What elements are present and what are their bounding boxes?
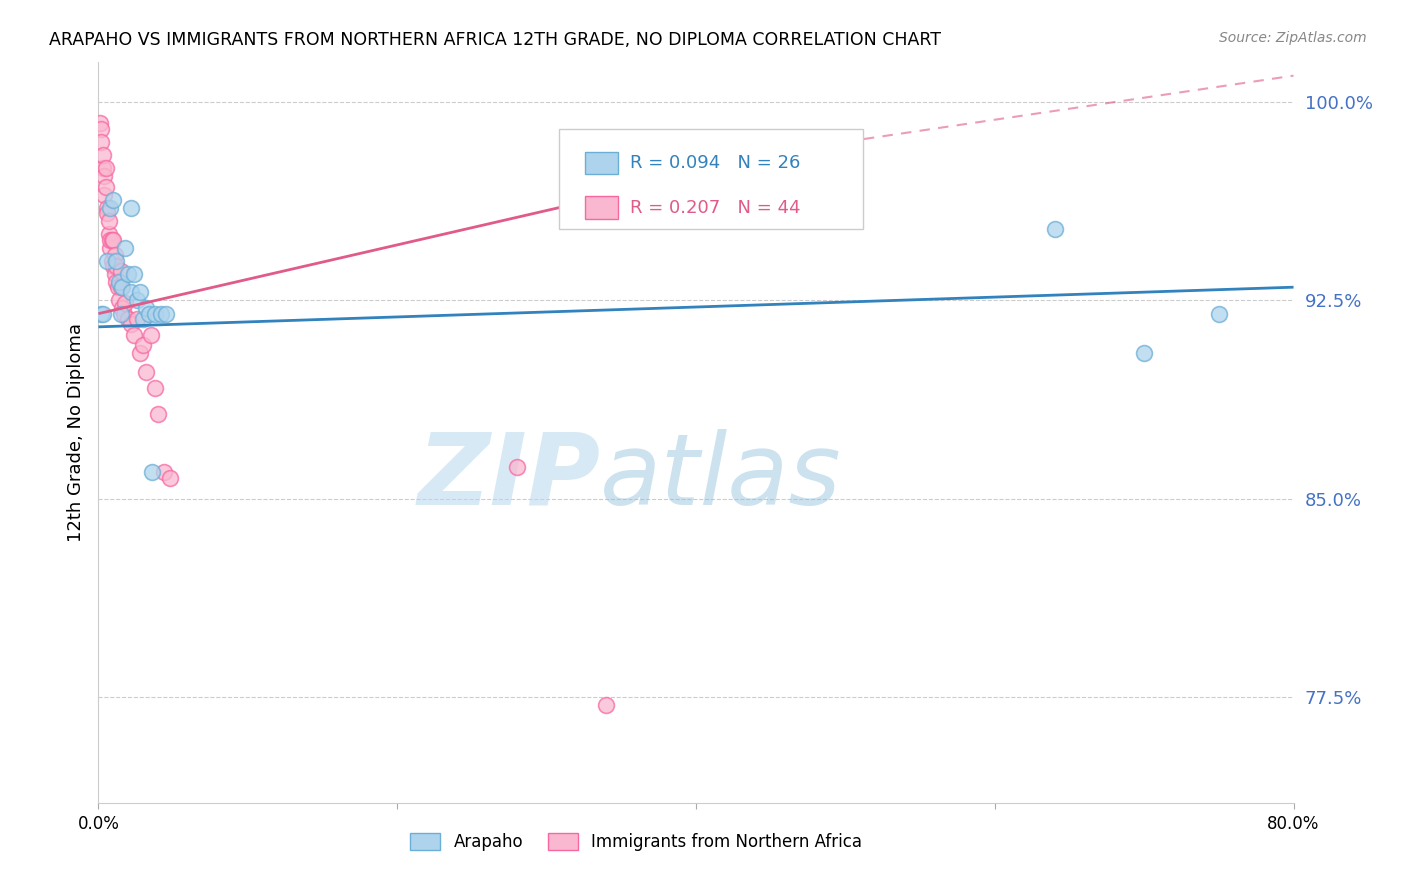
Point	[1133, 346, 1156, 360]
Point	[96, 201, 118, 215]
Point	[93, 187, 115, 202]
Point	[108, 293, 131, 308]
Text: R = 0.207   N = 44: R = 0.207 N = 44	[630, 199, 801, 217]
Point	[96, 253, 118, 268]
Point	[127, 312, 149, 326]
Point	[112, 307, 135, 321]
Point	[110, 307, 132, 321]
Point	[103, 193, 125, 207]
Point	[135, 301, 157, 316]
Point	[101, 253, 124, 268]
Y-axis label: 12th Grade, No Diploma: 12th Grade, No Diploma	[66, 323, 84, 542]
Point	[132, 312, 155, 326]
Point	[143, 307, 166, 321]
Point	[90, 307, 112, 321]
FancyBboxPatch shape	[585, 196, 619, 219]
Point	[98, 233, 122, 247]
Point	[98, 201, 122, 215]
Text: Source: ZipAtlas.com: Source: ZipAtlas.com	[1219, 31, 1367, 45]
Point	[105, 275, 128, 289]
Point	[129, 285, 152, 300]
Point	[135, 365, 157, 379]
Point	[148, 407, 170, 421]
Point	[114, 240, 136, 255]
Point	[117, 267, 139, 281]
Point	[141, 465, 163, 479]
Point	[124, 267, 146, 281]
Point	[105, 253, 128, 268]
Point	[132, 338, 155, 352]
Point	[120, 317, 142, 331]
Point	[96, 206, 118, 220]
Point	[91, 307, 114, 321]
Point	[89, 116, 111, 130]
Point	[120, 285, 142, 300]
Point	[124, 327, 146, 342]
Point	[110, 280, 132, 294]
Point	[111, 301, 134, 316]
Point	[91, 161, 114, 176]
Point	[103, 233, 125, 247]
Point	[114, 296, 136, 310]
Point	[90, 135, 112, 149]
Point	[104, 248, 127, 262]
Point	[110, 264, 132, 278]
Point	[94, 161, 117, 176]
Point	[143, 381, 166, 395]
FancyBboxPatch shape	[558, 129, 863, 229]
Point	[98, 240, 122, 255]
Point	[595, 698, 617, 712]
Point	[91, 148, 114, 162]
Point	[127, 293, 149, 308]
Point	[506, 460, 529, 475]
Point	[159, 470, 181, 484]
Point	[107, 280, 129, 294]
Point	[104, 267, 127, 281]
Text: atlas: atlas	[600, 428, 842, 525]
Point	[129, 346, 152, 360]
FancyBboxPatch shape	[585, 152, 619, 174]
Point	[111, 280, 134, 294]
Text: R = 0.094   N = 26: R = 0.094 N = 26	[630, 154, 800, 172]
Point	[117, 312, 139, 326]
Point	[108, 275, 131, 289]
Point	[101, 233, 124, 247]
Legend: Arapaho, Immigrants from Northern Africa: Arapaho, Immigrants from Northern Africa	[404, 826, 869, 857]
Point	[150, 307, 173, 321]
Point	[90, 121, 112, 136]
Point	[153, 465, 176, 479]
Point	[97, 227, 120, 242]
Point	[105, 259, 128, 273]
Point	[94, 179, 117, 194]
Text: ZIP: ZIP	[418, 428, 600, 525]
Point	[103, 259, 125, 273]
Point	[1208, 307, 1230, 321]
Point	[93, 169, 115, 183]
Point	[1043, 222, 1066, 236]
Point	[97, 214, 120, 228]
Point	[138, 307, 160, 321]
Point	[139, 327, 162, 342]
Text: ARAPAHO VS IMMIGRANTS FROM NORTHERN AFRICA 12TH GRADE, NO DIPLOMA CORRELATION CH: ARAPAHO VS IMMIGRANTS FROM NORTHERN AFRI…	[49, 31, 941, 49]
Point	[120, 201, 142, 215]
Point	[155, 307, 177, 321]
